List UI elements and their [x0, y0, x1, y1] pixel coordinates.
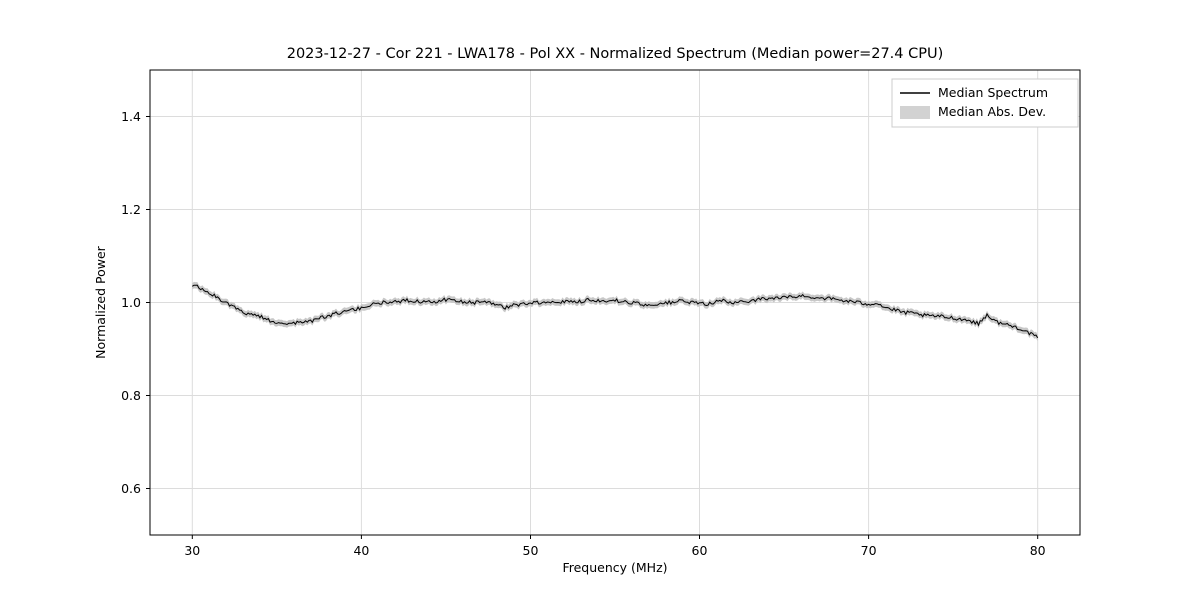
svg-text:0.6: 0.6: [121, 481, 141, 496]
svg-text:30: 30: [184, 543, 200, 558]
svg-text:50: 50: [523, 543, 539, 558]
svg-text:1.2: 1.2: [121, 202, 141, 217]
legend-patch-sample-icon: [900, 106, 930, 119]
tick-layer: 30 40 50 60 70 80 0.6 0.8 1.0 1.2 1.4: [121, 109, 1046, 558]
y-axis-label: Normalized Power: [93, 245, 108, 359]
series-layer: [192, 281, 1039, 342]
legend-label-median-spectrum: Median Spectrum: [938, 85, 1048, 100]
median-spectrum-line: [192, 284, 1039, 339]
svg-text:70: 70: [861, 543, 877, 558]
svg-text:0.8: 0.8: [121, 388, 141, 403]
svg-text:60: 60: [692, 543, 708, 558]
mad-band: [192, 281, 1038, 342]
svg-text:1.0: 1.0: [121, 295, 141, 310]
svg-text:1.4: 1.4: [121, 109, 141, 124]
legend-label-median-abs-dev: Median Abs. Dev.: [938, 104, 1046, 119]
svg-text:40: 40: [353, 543, 369, 558]
legend: Median Spectrum Median Abs. Dev.: [891, 78, 1079, 128]
svg-text:80: 80: [1030, 543, 1046, 558]
chart-title: 2023-12-27 - Cor 221 - LWA178 - Pol XX -…: [287, 46, 944, 62]
x-axis-label: Frequency (MHz): [562, 560, 667, 575]
